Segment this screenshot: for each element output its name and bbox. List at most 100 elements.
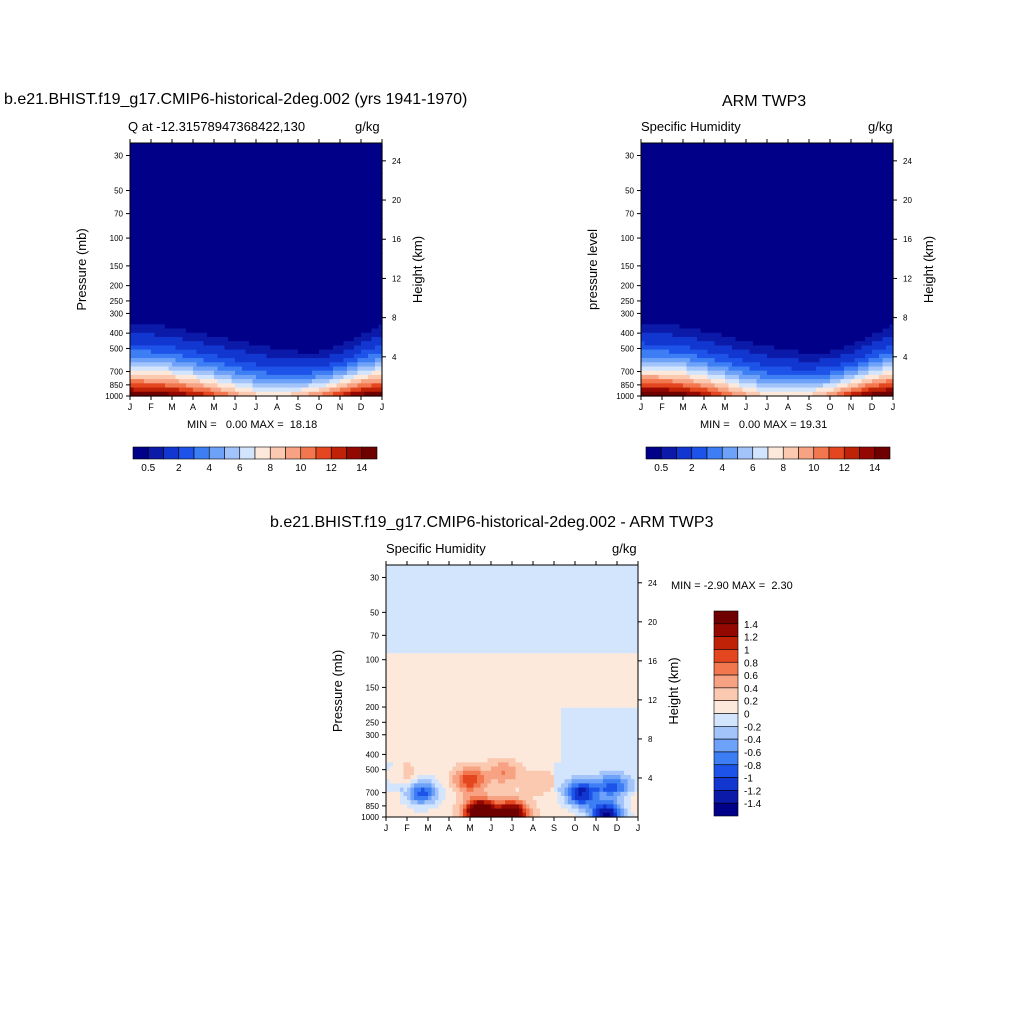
colorbar-swatch	[239, 446, 256, 460]
y-tick-label: 30	[625, 152, 634, 161]
colorbar-label: -0.8	[744, 761, 762, 772]
y-right-tick-label: 4	[648, 774, 653, 783]
colorbar-swatch	[163, 446, 180, 460]
x-tick-label: M	[168, 402, 176, 412]
x-tick-label: S	[551, 823, 557, 833]
colorbar-label: 0	[744, 710, 750, 721]
y-axis-label: pressure level	[585, 229, 600, 310]
x-tick-label: M	[424, 823, 432, 833]
colorbar-label: 0.6	[744, 671, 758, 682]
y-tick-label: 500	[621, 344, 635, 353]
min-value: 0.00	[225, 419, 248, 431]
colorbar-swatch	[285, 446, 302, 460]
colorbar-swatch	[721, 446, 738, 460]
y-right-tick-label: 8	[392, 314, 397, 323]
colorbar-swatch	[713, 777, 739, 791]
colorbar-label: 2	[176, 463, 182, 474]
colorbar-label: -1.2	[744, 786, 762, 797]
x-tick-label: O	[826, 402, 833, 412]
y-right-tick-label: 16	[392, 235, 401, 244]
min-max-readout: MIN = 0.00 MAX = 19.31	[700, 419, 827, 431]
colorbar-swatch	[691, 446, 708, 460]
y-tick-label: 50	[370, 608, 379, 617]
colorbar-label: 6	[750, 463, 756, 474]
panel-units-label: g/kg	[612, 541, 637, 556]
colorbar-swatch	[713, 636, 739, 650]
y-tick-label: 70	[625, 210, 634, 219]
x-tick-label: M	[466, 823, 474, 833]
y-tick-label: 100	[110, 234, 124, 243]
colorbar-label: -0.6	[744, 748, 762, 759]
colorbar-label: 10	[295, 463, 307, 474]
y-right-tick-label: 24	[903, 157, 912, 166]
colorbar-label: -0.2	[744, 722, 762, 733]
x-tick-label: M	[210, 402, 218, 412]
colorbar-swatch	[828, 446, 845, 460]
max-value: 2.30	[771, 580, 793, 592]
y-tick-label: 700	[366, 789, 380, 798]
x-tick-label: J	[384, 823, 389, 833]
colorbar-label: 0.5	[654, 463, 668, 474]
colorbar: 1.41.210.80.60.40.20-0.2-0.4-0.6-0.8-1-1…	[713, 610, 762, 817]
x-tick-label: N	[593, 823, 600, 833]
y-right-tick-label: 8	[903, 314, 908, 323]
y-tick-label: 400	[110, 329, 124, 338]
min-label: MIN =	[187, 419, 217, 431]
min-value: 0.00	[738, 419, 761, 431]
x-tick-label: M	[721, 402, 729, 412]
y-tick-label: 100	[366, 656, 380, 665]
max-label: MAX =	[763, 419, 797, 431]
max-value: 19.31	[799, 419, 828, 431]
colorbar-label: 4	[719, 463, 725, 474]
colorbar-swatch	[782, 446, 799, 460]
x-tick-label: D	[869, 402, 876, 412]
colorbar-label: 1.2	[744, 633, 758, 644]
panel-subtitle-left: Q at -12.31578947368422,130	[128, 119, 306, 134]
x-tick-label: J	[510, 823, 515, 833]
min-label: MIN =	[700, 419, 730, 431]
x-tick-label: A	[701, 402, 707, 412]
colorbar-swatch	[224, 446, 241, 460]
min-max-readout: MIN = -2.90 MAX = 2.30	[671, 580, 793, 592]
panel-subtitle-left: Specific Humidity	[386, 541, 486, 556]
colorbar-swatch	[346, 446, 363, 460]
x-tick-label: F	[659, 402, 665, 412]
colorbar-label: 6	[237, 463, 243, 474]
panel-title: b.e21.BHIST.f19_g17.CMIP6-historical-2de…	[270, 514, 714, 531]
y-tick-label: 400	[366, 750, 380, 759]
y-tick-label: 850	[621, 381, 635, 390]
y-tick-label: 250	[110, 297, 124, 306]
panel-units-label: g/kg	[355, 119, 380, 134]
min-value: -2.90	[703, 580, 729, 592]
y-tick-label: 1000	[616, 392, 634, 401]
x-tick-label: N	[848, 402, 855, 412]
contour-plot: J F M A M J J A S O N D J 30 50 70 100 150 200 250 300 400 500…	[330, 561, 681, 833]
x-tick-label: J	[128, 402, 133, 412]
colorbar-swatch	[713, 764, 739, 778]
colorbar-label: 0.5	[141, 463, 155, 474]
colorbar-label: 2	[689, 463, 695, 474]
colorbar-swatch	[713, 751, 739, 766]
x-tick-label: J	[636, 823, 641, 833]
y-right-tick-label: 16	[648, 657, 657, 666]
y-right-tick-label: 24	[392, 157, 401, 166]
y-right-tick-label: 12	[392, 274, 401, 283]
y-tick-label: 700	[110, 368, 124, 377]
min-label: MIN =	[671, 580, 701, 592]
x-tick-label: J	[233, 402, 238, 412]
y-tick-label: 1000	[105, 392, 123, 401]
colorbar-swatch	[713, 790, 739, 804]
colorbar-swatch	[843, 446, 860, 460]
colorbar-swatch	[361, 446, 378, 460]
panel-title: b.e21.BHIST.f19_g17.CMIP6-historical-2de…	[4, 91, 468, 108]
max-label: MAX =	[731, 580, 766, 592]
y-tick-label: 200	[366, 703, 380, 712]
x-tick-label: O	[315, 402, 322, 412]
colorbar-swatch	[713, 802, 739, 817]
colorbar-swatch	[660, 446, 677, 460]
y-right-tick-label: 12	[903, 274, 912, 283]
colorbar-label: 14	[869, 463, 881, 474]
colorbar-swatch	[269, 446, 286, 460]
contour-plot: J F M A M J J A S O N D J 30 50 70 100 150 200 250 300 400 500…	[585, 139, 936, 412]
y-tick-label: 1000	[361, 813, 379, 822]
